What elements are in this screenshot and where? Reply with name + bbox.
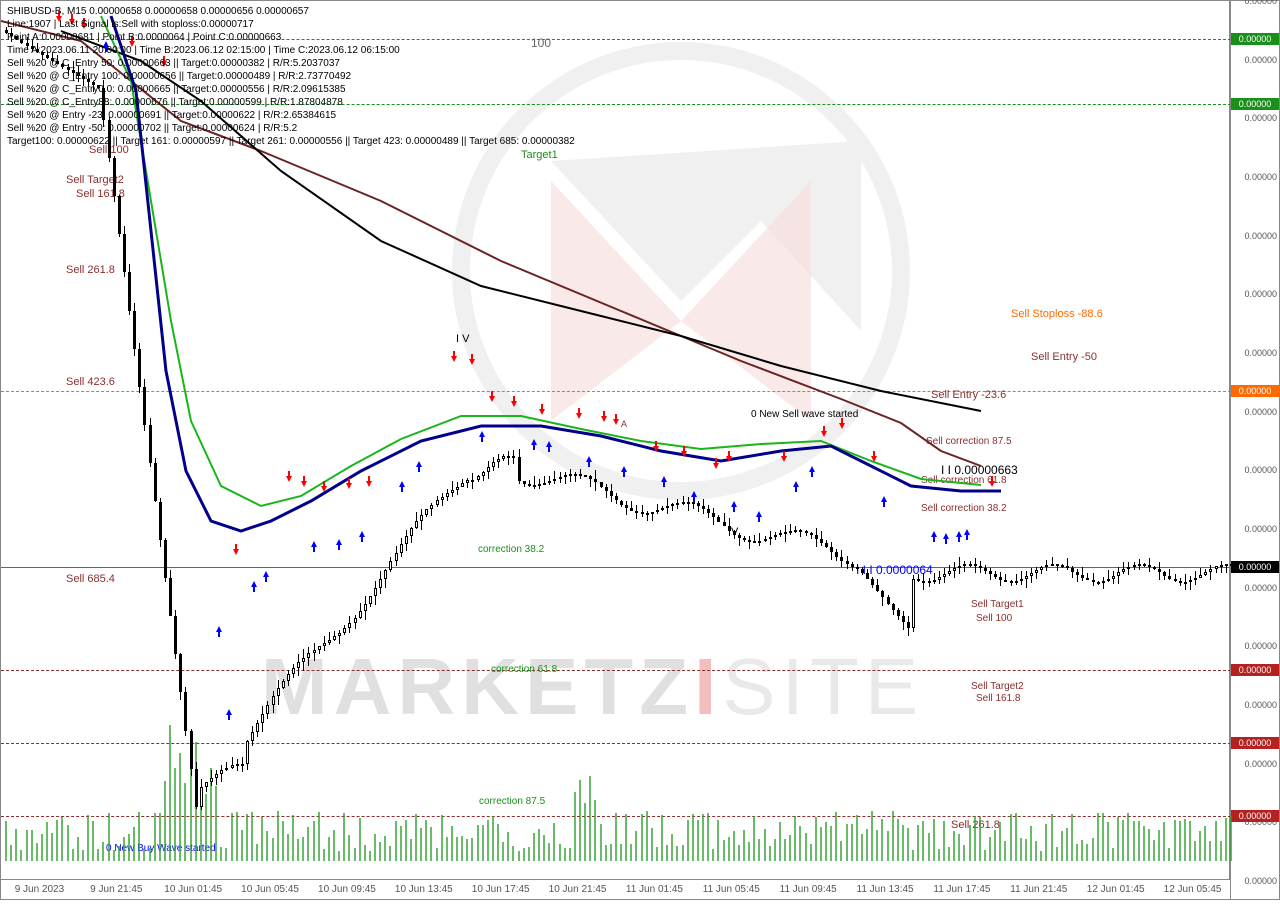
buy-arrow-icon (586, 456, 592, 462)
y-tick: 0.00000 (1244, 876, 1277, 886)
buy-arrow-icon (359, 531, 365, 537)
buy-arrow-icon (964, 529, 970, 535)
x-axis: 9 Jun 20239 Jun 21:4510 Jun 01:4510 Jun … (1, 879, 1231, 899)
sell-arrow-icon (321, 486, 327, 492)
y-tick: 0.00000 (1244, 407, 1277, 417)
sell-arrow-icon (346, 483, 352, 489)
price-marker: 0.00000 (1231, 810, 1279, 822)
price-marker: 0.00000 (1231, 737, 1279, 749)
buy-arrow-icon (216, 626, 222, 632)
sell-arrow-icon (286, 476, 292, 482)
x-tick: 11 Jun 09:45 (770, 884, 847, 895)
buy-arrow-icon (263, 571, 269, 577)
y-axis: 0.00000 0.00000 0.00000 0.00000 0.00000 0.000… (1230, 0, 1280, 900)
buy-arrow-icon (251, 581, 257, 587)
price-marker: 0.00000 (1231, 98, 1279, 110)
sell-arrow-icon (301, 481, 307, 487)
chart-area[interactable]: MARKETZISITE SHIBUSD-B, M15 0.00000658 0… (0, 0, 1230, 900)
x-tick: 12 Jun 01:45 (1077, 884, 1154, 895)
x-tick: 11 Jun 17:45 (924, 884, 1001, 895)
x-tick: 10 Jun 09:45 (309, 884, 386, 895)
buy-arrow-icon (311, 541, 317, 547)
x-tick: 10 Jun 17:45 (462, 884, 539, 895)
y-tick: 0.00000 (1244, 113, 1277, 123)
sell-arrow-icon (821, 431, 827, 437)
y-tick: 0.00000 (1244, 289, 1277, 299)
y-tick: 0.00000 (1244, 348, 1277, 358)
x-tick: 10 Jun 05:45 (232, 884, 309, 895)
sell-arrow-icon (713, 463, 719, 469)
x-tick: 11 Jun 21:45 (1000, 884, 1077, 895)
price-marker: 0.00000 (1231, 561, 1279, 573)
buy-arrow-icon (416, 461, 422, 467)
y-tick: 0.00000 (1244, 231, 1277, 241)
x-tick: 9 Jun 2023 (1, 884, 78, 895)
y-tick: 0.00000 (1244, 759, 1277, 769)
x-tick: 11 Jun 01:45 (616, 884, 693, 895)
sell-arrow-icon (511, 401, 517, 407)
price-marker: 0.00000 (1231, 664, 1279, 676)
buy-arrow-icon (546, 441, 552, 447)
x-tick: 12 Jun 05:45 (1154, 884, 1231, 895)
sell-arrow-icon (989, 481, 995, 487)
y-tick: 0.00000 (1244, 641, 1277, 651)
sell-arrow-icon (653, 446, 659, 452)
sell-arrow-icon (366, 481, 372, 487)
sell-arrow-icon (871, 456, 877, 462)
price-marker: 0.00000 (1231, 33, 1279, 45)
sell-arrow-icon (781, 456, 787, 462)
x-tick: 10 Jun 13:45 (385, 884, 462, 895)
sell-arrow-icon (726, 456, 732, 462)
buy-arrow-icon (956, 531, 962, 537)
buy-arrow-icon (943, 533, 949, 539)
y-tick: 0.00000 (1244, 55, 1277, 65)
x-tick: 11 Jun 05:45 (693, 884, 770, 895)
buy-arrow-icon (226, 709, 232, 715)
y-tick: 0.00000 (1244, 700, 1277, 710)
sell-arrow-icon (613, 419, 619, 425)
x-tick: 9 Jun 21:45 (78, 884, 155, 895)
sell-arrow-icon (601, 416, 607, 422)
buy-arrow-icon (756, 511, 762, 517)
buy-arrow-icon (399, 481, 405, 487)
price-marker: 0.00000 (1231, 385, 1279, 397)
buy-arrow-icon (336, 539, 342, 545)
sell-arrow-icon (489, 396, 495, 402)
y-tick: 0.00000 (1244, 172, 1277, 182)
x-tick: 11 Jun 13:45 (847, 884, 924, 895)
buy-arrow-icon (479, 431, 485, 437)
buy-arrow-icon (661, 476, 667, 482)
y-tick: 0.00000 (1244, 583, 1277, 593)
buy-arrow-icon (621, 466, 627, 472)
buy-arrow-icon (691, 491, 697, 497)
sell-arrow-icon (451, 356, 457, 362)
y-tick: 0.00000 (1244, 465, 1277, 475)
sell-arrow-icon (576, 413, 582, 419)
sell-arrow-icon (839, 423, 845, 429)
sell-arrow-icon (469, 359, 475, 365)
sell-arrow-icon (539, 409, 545, 415)
buy-arrow-icon (881, 496, 887, 502)
buy-arrow-icon (931, 531, 937, 537)
buy-arrow-icon (809, 466, 815, 472)
x-tick: 10 Jun 01:45 (155, 884, 232, 895)
y-tick: 0.00000 (1244, 0, 1277, 6)
buy-arrow-icon (731, 501, 737, 507)
buy-arrow-icon (793, 481, 799, 487)
sell-arrow-icon (233, 549, 239, 555)
y-tick: 0.00000 (1244, 524, 1277, 534)
sell-arrow-icon (681, 451, 687, 457)
buy-arrow-icon (531, 439, 537, 445)
info-block: SHIBUSD-B, M15 0.00000658 0.00000658 0.0… (7, 5, 575, 148)
x-tick: 10 Jun 21:45 (539, 884, 616, 895)
